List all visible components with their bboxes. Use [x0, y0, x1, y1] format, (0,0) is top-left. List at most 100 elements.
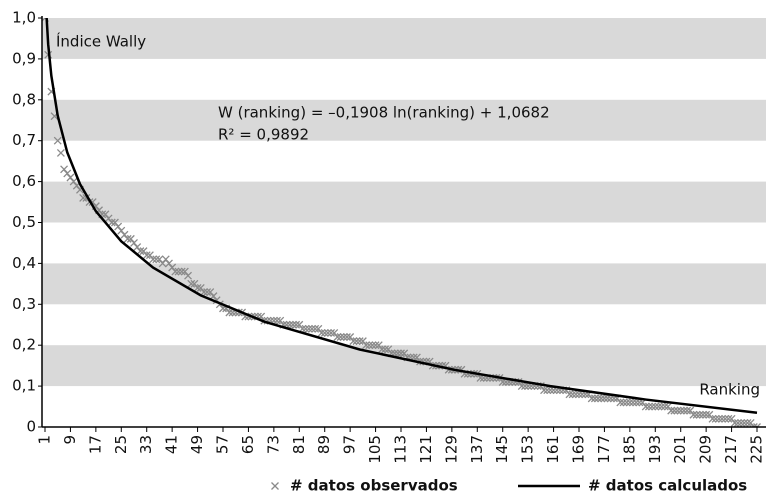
data-point — [521, 382, 529, 391]
grid-band — [42, 181, 766, 223]
data-point — [749, 423, 758, 427]
data-point — [517, 382, 526, 391]
data-point — [273, 316, 281, 325]
data-point — [288, 320, 297, 329]
x-tick-label: 177 — [595, 435, 613, 464]
legend-swatch — [271, 482, 279, 490]
y-tick-label: 0,3 — [12, 295, 36, 313]
data-point — [292, 320, 301, 329]
data-point — [304, 324, 313, 333]
x-tick-label: 105 — [366, 435, 384, 464]
legend-label: # datos calculados — [588, 477, 747, 493]
y-tick-label: 1,0 — [12, 9, 36, 27]
data-point — [365, 341, 374, 350]
data-point — [702, 410, 711, 419]
data-point — [311, 324, 320, 333]
data-point — [142, 251, 151, 260]
data-point — [695, 410, 704, 419]
data-point — [714, 414, 723, 423]
x-tick-label: 33 — [137, 435, 155, 454]
x-tick-label: 129 — [442, 435, 460, 464]
data-point — [753, 423, 761, 427]
x-tick-label: 161 — [544, 435, 562, 464]
y-tick-label: 0,7 — [12, 131, 36, 149]
data-point — [724, 414, 733, 423]
data-point — [657, 402, 666, 411]
data-point — [123, 234, 132, 243]
x-tick-label: 137 — [468, 435, 486, 464]
grid-band — [42, 99, 766, 141]
data-point — [644, 402, 653, 411]
x-tick-label: 225 — [748, 435, 766, 464]
data-point — [107, 218, 116, 227]
data-point — [546, 386, 555, 395]
x-axis-label: Ranking — [699, 381, 760, 399]
data-point — [225, 308, 234, 317]
data-point — [56, 149, 65, 157]
data-point — [616, 398, 625, 407]
data-point — [177, 267, 186, 276]
x-tick-label: 57 — [214, 435, 232, 454]
data-point — [333, 333, 342, 341]
data-point — [600, 394, 609, 403]
data-point — [320, 328, 329, 337]
data-point — [676, 406, 685, 415]
data-point — [571, 390, 580, 399]
data-point — [721, 414, 730, 423]
x-tick-label: 121 — [417, 435, 435, 464]
grid-band — [42, 345, 766, 387]
y-tick-label: 0,1 — [12, 377, 36, 395]
data-point — [673, 406, 682, 415]
data-point — [619, 398, 628, 407]
data-point — [543, 386, 552, 395]
data-point — [377, 345, 386, 354]
bands — [42, 18, 766, 387]
data-point — [171, 267, 180, 276]
x-tick-label: 97 — [341, 435, 359, 454]
equation: W (ranking) = –0,1908 ln(ranking) + 1,06… — [218, 104, 550, 122]
data-point — [362, 341, 370, 350]
data-point — [632, 398, 641, 407]
data-point — [670, 406, 679, 415]
data-point — [622, 398, 631, 407]
data-point — [343, 333, 351, 341]
x-tick-label: 217 — [722, 435, 740, 464]
grid-band — [42, 263, 766, 305]
x-tick-label: 9 — [61, 435, 79, 445]
data-point — [199, 288, 208, 296]
data-point — [393, 349, 402, 358]
data-point — [381, 345, 390, 354]
x-tick-label: 49 — [188, 435, 206, 454]
data-point — [203, 288, 212, 296]
x-tick-label: 113 — [392, 435, 410, 464]
data-point — [733, 418, 742, 427]
x-tick-label: 201 — [671, 435, 689, 464]
data-point — [594, 394, 603, 403]
grid-band — [42, 18, 766, 59]
x-tick-label: 73 — [264, 435, 282, 454]
data-point — [301, 324, 310, 333]
data-point — [53, 136, 62, 145]
data-point — [667, 406, 676, 415]
x-tick-label: 89 — [315, 435, 333, 454]
data-point — [730, 418, 739, 427]
x-tick-label: 153 — [519, 435, 537, 464]
legend-label: # datos observados — [290, 477, 458, 493]
y-axis-label: Índice Wally — [56, 32, 146, 51]
data-point — [352, 337, 361, 346]
data-point — [193, 283, 202, 292]
x-tick-label: 169 — [570, 435, 588, 464]
fit-line — [45, 18, 758, 415]
x-tick-label: 81 — [290, 435, 308, 454]
y-tick-label: 0,5 — [12, 213, 36, 231]
x-tick-label: 185 — [620, 435, 638, 464]
data-point — [368, 341, 377, 350]
data-point — [184, 271, 192, 280]
y-tick-label: 0,2 — [12, 336, 36, 354]
data-point — [625, 398, 634, 407]
data-point — [587, 394, 596, 403]
y-tick-label: 0,4 — [12, 254, 36, 272]
data-point — [174, 267, 183, 276]
x-tick-label: 193 — [646, 435, 664, 464]
y-tick-label: 0,9 — [12, 49, 36, 67]
